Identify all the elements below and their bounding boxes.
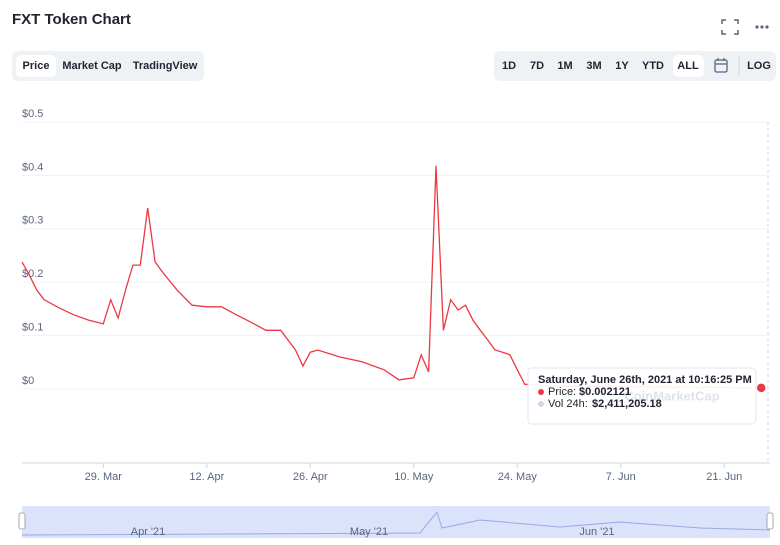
y-tick-label: $0.1 — [22, 322, 43, 334]
more-icon[interactable] — [755, 25, 769, 29]
range-button[interactable]: 7D — [530, 60, 544, 72]
range-button[interactable]: 1Y — [615, 60, 629, 72]
log-button[interactable]: LOG — [747, 60, 771, 72]
navigator-label: May '21 — [350, 526, 388, 538]
x-tick-label: 24. May — [498, 471, 538, 483]
x-tick-label: 10. May — [394, 471, 434, 483]
x-tick-label: 21. Jun — [706, 471, 742, 483]
navigator-outline — [21, 510, 771, 536]
x-tick-label: 26. Apr — [293, 471, 328, 483]
range-button[interactable]: 1M — [557, 60, 572, 72]
range-button[interactable]: 3M — [586, 60, 601, 72]
widget-title: FXT Token Chart — [12, 11, 131, 28]
tooltip-price-dot — [538, 389, 544, 395]
range-button[interactable]: YTD — [642, 60, 664, 72]
tooltip-volume: $2,411,205.18 — [592, 398, 662, 410]
range-button[interactable]: 1D — [502, 60, 516, 72]
navigator-label: Apr '21 — [131, 526, 166, 538]
tooltip-volume-dot — [538, 401, 544, 407]
tooltip-watermark: CoinMarketCap — [624, 388, 719, 403]
navigator-handle[interactable] — [766, 512, 774, 530]
tooltip-price-label: Price: — [548, 386, 576, 398]
y-tick-label: $0.4 — [22, 161, 43, 173]
tab-active-bg — [16, 55, 56, 77]
navigator-label: Jun '21 — [579, 526, 614, 538]
y-tick-label: $0.2 — [22, 268, 43, 280]
tooltip-volume-label: Vol 24h: — [548, 398, 588, 410]
tab-button[interactable]: TradingView — [133, 60, 198, 72]
fullscreen-icon[interactable] — [721, 19, 739, 35]
calendar-icon[interactable] — [714, 58, 728, 73]
tab-group — [12, 51, 204, 81]
y-tick-label: $0.5 — [22, 108, 43, 120]
x-tick-label: 12. Apr — [189, 471, 224, 483]
x-tick-label: 29. Mar — [85, 471, 123, 483]
y-tick-label: $0.3 — [22, 215, 43, 227]
tooltip-date: Saturday, June 26th, 2021 at 10:16:25 PM — [538, 374, 752, 386]
tooltip: CoinMarketCap Saturday, June 26th, 2021 a… — [527, 367, 757, 425]
navigator-handle[interactable] — [18, 512, 26, 530]
tooltip-bg — [527, 367, 757, 425]
range-group — [494, 51, 776, 81]
x-tick-label: 7. Jun — [606, 471, 636, 483]
y-tick-label: $0 — [22, 375, 34, 387]
tab-button[interactable]: Price — [23, 60, 50, 72]
tooltip-price: $0.002121 — [579, 386, 631, 398]
hover-point — [755, 382, 767, 394]
tab-button[interactable]: Market Cap — [62, 60, 122, 72]
range-button[interactable]: ALL — [677, 60, 699, 72]
range-active-bg — [673, 55, 704, 77]
price-line — [21, 165, 762, 389]
